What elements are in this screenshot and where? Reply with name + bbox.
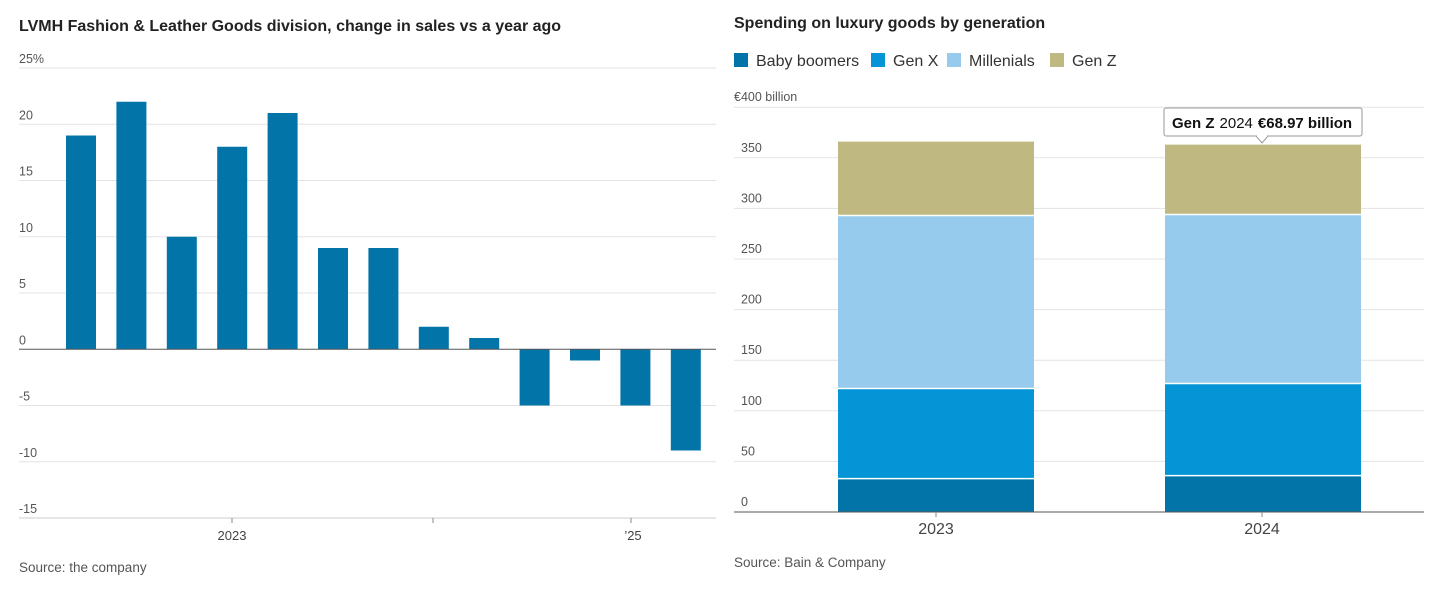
- legend-item: Gen Z: [1050, 53, 1117, 70]
- lvmh-sales-chart: LVMH Fashion & Leather Goods division, c…: [19, 18, 716, 575]
- y-tick-label: 0: [741, 495, 748, 509]
- bar: [217, 146, 248, 350]
- source-note: Source: Bain & Company: [734, 555, 886, 570]
- legend-item: Millenials: [947, 53, 1035, 70]
- bar-segment: [1165, 383, 1361, 476]
- y-tick-label: 10: [19, 221, 33, 235]
- bar-segment: [1165, 144, 1361, 215]
- y-tick-label: 350: [741, 141, 762, 155]
- y-tick-label: -5: [19, 390, 30, 404]
- x-tick-label: ’25: [624, 528, 641, 543]
- y-tick-label: -10: [19, 446, 37, 460]
- y-tick-label: -15: [19, 502, 37, 516]
- legend: Baby boomers Gen X Millenials Gen Z: [734, 53, 1117, 70]
- y-tick-label: 0: [19, 333, 26, 347]
- bar-segment: [1165, 475, 1361, 512]
- tooltip-value: €68.97 billion: [1258, 115, 1352, 132]
- y-tick-label: 50: [741, 444, 755, 458]
- y-tick-label: 100: [741, 394, 762, 408]
- legend-swatch: [1050, 53, 1064, 67]
- bar: [570, 349, 600, 361]
- legend-label: Baby boomers: [756, 53, 859, 70]
- legend-label: Gen Z: [1072, 53, 1117, 70]
- tooltip-pointer: [1254, 135, 1270, 144]
- legend-label: Gen X: [893, 53, 939, 70]
- y-tick-label: 5: [19, 277, 26, 291]
- bar-segment: [838, 215, 1034, 389]
- y-tick-label: 25%: [19, 52, 44, 66]
- bar: [166, 236, 197, 350]
- bar: [418, 326, 449, 350]
- bar: [469, 338, 500, 350]
- bar: [670, 349, 701, 451]
- legend-swatch: [871, 53, 885, 67]
- stacked-bars: [838, 141, 1361, 512]
- tooltip-text: Gen Z 2024 €68.97 billion: [1172, 115, 1352, 132]
- legend-swatch: [947, 53, 961, 67]
- bar-segment: [838, 478, 1034, 512]
- y-tick-label: 200: [741, 293, 762, 307]
- y-tick-label: 15: [19, 165, 33, 179]
- bar: [368, 248, 399, 350]
- legend-item: Gen X: [871, 53, 939, 70]
- x-tick-label: 2023: [218, 528, 247, 543]
- bar-segment: [838, 141, 1034, 216]
- chart-title: LVMH Fashion & Leather Goods division, c…: [19, 18, 561, 35]
- bar-segment: [838, 388, 1034, 479]
- y-tick-label: 250: [741, 242, 762, 256]
- tooltip-year: 2024: [1220, 115, 1253, 132]
- bar: [66, 135, 96, 350]
- bars: [66, 101, 701, 451]
- tooltip: Gen Z 2024 €68.97 billion: [1163, 107, 1363, 144]
- x-tick-label: 2023: [918, 521, 954, 538]
- bar: [267, 113, 298, 350]
- bar: [318, 248, 348, 350]
- luxury-spending-chart: Spending on luxury goods by generation B…: [734, 15, 1424, 570]
- y-axis-unit-label: €400 billion: [734, 90, 797, 104]
- bar: [116, 101, 147, 350]
- legend-swatch: [734, 53, 748, 67]
- y-axis-ticks: 25% 20 15 10 5 0 -5 -10 -15: [19, 52, 44, 516]
- bar: [620, 349, 651, 406]
- y-tick-label: 20: [19, 108, 33, 122]
- tooltip-series: Gen Z: [1172, 115, 1215, 132]
- bar-segment: [1165, 214, 1361, 384]
- legend-item: Baby boomers: [734, 53, 859, 70]
- chart-title: Spending on luxury goods by generation: [734, 15, 1045, 32]
- x-tick-label: 2024: [1244, 521, 1280, 538]
- legend-label: Millenials: [969, 53, 1035, 70]
- y-tick-label: 300: [741, 191, 762, 205]
- y-axis-ticks: 350 300 250 200 150 100 50 0: [741, 141, 762, 509]
- bar: [519, 349, 550, 406]
- source-note: Source: the company: [19, 560, 147, 575]
- y-tick-label: 150: [741, 343, 762, 357]
